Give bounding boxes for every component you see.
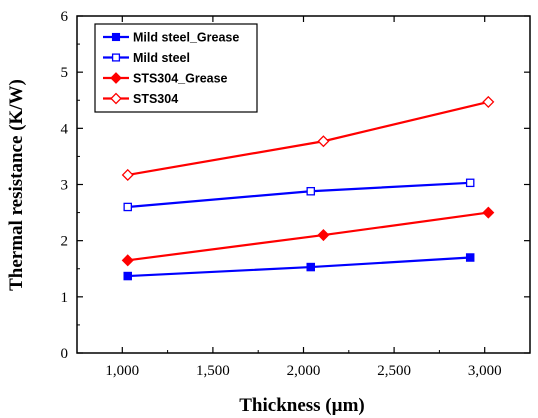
x-tick-label: 1,500 [196, 363, 230, 379]
data-point [121, 254, 134, 267]
y-tick-label: 2 [61, 234, 69, 250]
series-1 [123, 253, 475, 281]
series-line [127, 100, 489, 177]
legend-swatch-marker [111, 53, 121, 62]
series-2 [123, 178, 475, 212]
legend-entry: Mild steel_Grease [103, 31, 239, 45]
x-tick-label: 2,000 [287, 363, 321, 379]
legend-swatch-marker [111, 32, 121, 42]
data-point [317, 135, 330, 148]
legend-entry: STS304_Grease [103, 72, 228, 86]
y-axis-title: Thermal resistance (K/W) [6, 79, 27, 291]
data-point [465, 253, 475, 262]
legend-label: Mild steel [133, 51, 190, 65]
legend-label: Mild steel_Grease [133, 31, 239, 45]
y-tick-label: 4 [61, 121, 69, 137]
axes: 1,000 1,500 2,000 2,500 3,000 0 1 2 3 4 5 6 [61, 9, 531, 379]
data-point [306, 186, 315, 196]
series-line [127, 256, 471, 278]
x-tick-label: 1,000 [105, 363, 139, 379]
x-tick-label: 3,000 [468, 363, 502, 379]
legend-swatch-marker [110, 92, 122, 105]
data-point [123, 202, 132, 212]
data-point [123, 271, 132, 281]
legend-swatch-marker [110, 72, 122, 84]
y-tick-label: 0 [61, 346, 69, 362]
series-3 [121, 206, 495, 267]
legend-label: STS304 [133, 92, 178, 106]
y-tick-label: 3 [61, 178, 69, 194]
series-layer [121, 95, 495, 281]
data-point [121, 168, 134, 181]
x-axis-title: Thickness (µm) [239, 395, 365, 416]
legend-entry: STS304 [103, 92, 178, 106]
data-point [317, 229, 330, 242]
series-line [127, 211, 489, 262]
y-tick-label: 1 [61, 290, 69, 306]
series-line [127, 181, 471, 209]
legend: Mild steel_Grease Mild steel STS304_Grease… [94, 23, 258, 113]
data-point [482, 95, 495, 108]
data-point [465, 178, 475, 188]
legend-label: STS304_Grease [133, 72, 228, 86]
x-tick-label: 2,500 [377, 363, 411, 379]
series-4 [121, 95, 495, 181]
data-point [306, 262, 315, 272]
y-tick-label: 5 [61, 65, 69, 81]
data-point [482, 206, 495, 219]
y-tick-label: 6 [61, 9, 69, 25]
legend-entry: Mild steel [103, 51, 190, 65]
legend-box [94, 23, 258, 113]
